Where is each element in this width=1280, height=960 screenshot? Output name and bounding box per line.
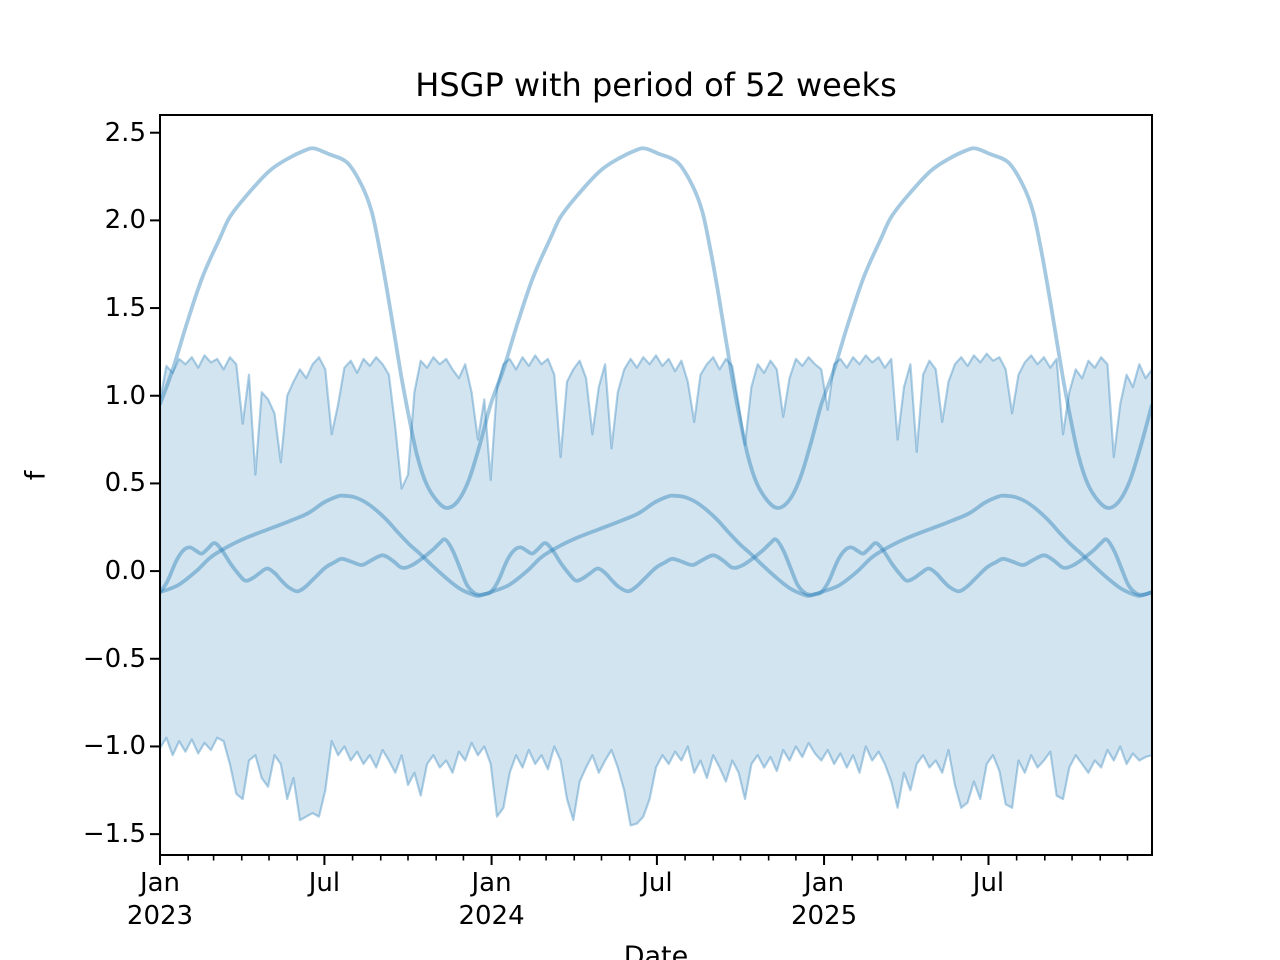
chart-title: HSGP with period of 52 weeks [415,66,897,104]
y-tick-label: 1.0 [104,380,146,411]
y-tick-label: 0.5 [104,468,146,499]
x-tick-label: Jul [641,868,673,898]
x-tick-label: Jul [308,868,341,898]
y-tick-label: −1.0 [82,731,146,762]
hsgp-sample-1-line [160,146,1152,510]
x-tick-label: Jan 2024 [458,868,525,931]
hsgp-sample-3-line [160,537,1152,597]
y-tick-label: 2.5 [104,117,146,148]
x-tick-label: Jan 2023 [126,868,194,931]
plot-content [160,146,1152,827]
y-tick-label: 2.0 [104,205,146,236]
y-tick-label: 1.5 [104,293,146,324]
hdi-band [160,352,1152,827]
y-tick-label: 0.0 [104,556,146,587]
hsgp-sample-2-line [160,493,1152,598]
y-tick-label: −1.5 [82,819,146,850]
x-axis-label: Date [623,941,689,960]
y-tick-label: −0.5 [82,643,146,674]
y-axis-label: f [20,470,52,481]
x-tick-label: Jul [972,868,1005,898]
x-tick-label: Jan 2025 [790,868,858,931]
